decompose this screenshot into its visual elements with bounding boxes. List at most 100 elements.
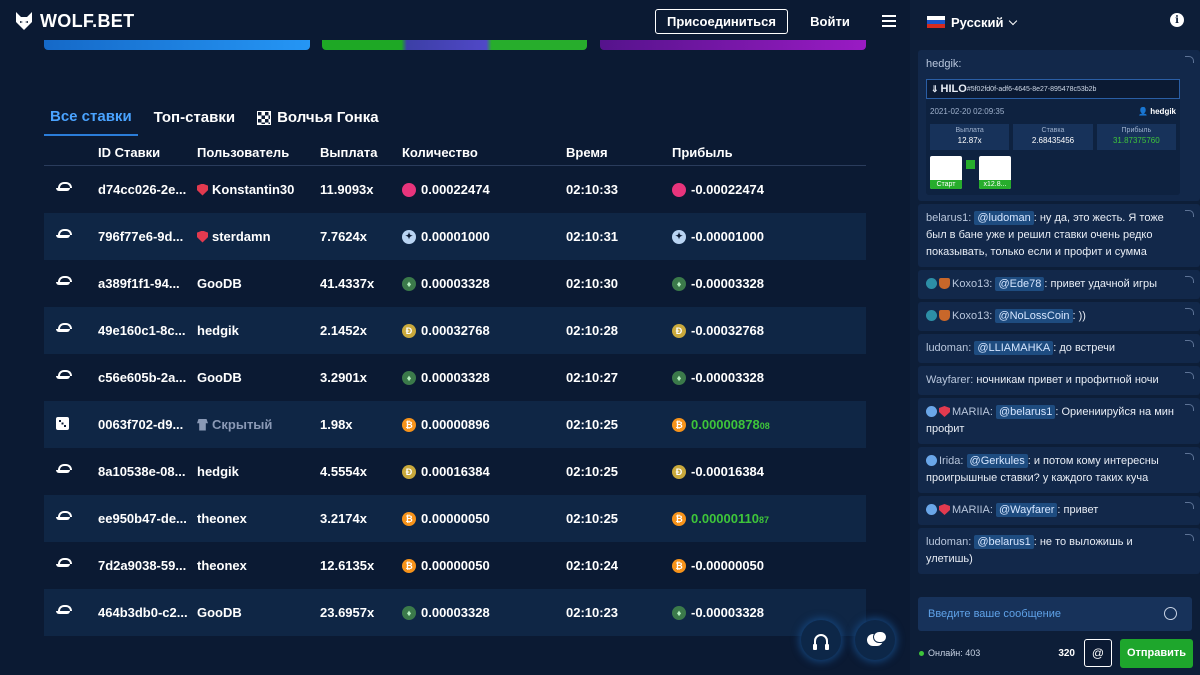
shared-bet-card[interactable]: ⇓ HILO #5f02fd0f-adf6-4645-8e27-895478c5… bbox=[926, 79, 1180, 195]
cell-bet-id[interactable]: 7d2a9038-59... bbox=[98, 558, 187, 573]
chat-mention[interactable]: @belarus1 bbox=[996, 405, 1056, 419]
reply-icon[interactable] bbox=[1185, 56, 1194, 63]
game-banner-limbo[interactable] bbox=[322, 40, 587, 50]
language-selector[interactable]: Русский bbox=[951, 14, 1004, 30]
reply-icon[interactable] bbox=[1185, 453, 1194, 460]
username[interactable]: theonex bbox=[197, 511, 247, 526]
username[interactable]: GooDB bbox=[197, 276, 242, 291]
chat-nick[interactable]: belarus1: bbox=[926, 212, 972, 224]
hidden-user-icon bbox=[197, 418, 208, 431]
chat-nick[interactable]: MARIIA: bbox=[952, 406, 993, 418]
chevron-down-icon[interactable] bbox=[1008, 16, 1017, 25]
game-banner-dice[interactable] bbox=[44, 40, 310, 50]
reply-icon[interactable] bbox=[1185, 502, 1194, 509]
emoji-icon[interactable] bbox=[1164, 607, 1177, 620]
chat-nick[interactable]: MARIIA: bbox=[952, 504, 993, 516]
cell-bet-id[interactable]: ee950b47-de... bbox=[98, 511, 187, 526]
chat-nick[interactable]: Irida: bbox=[939, 455, 964, 467]
table-row[interactable]: a389f1f1-94... GooDB 41.4337x ♦ 0.0000332… bbox=[44, 260, 866, 307]
reply-icon[interactable] bbox=[1185, 404, 1194, 411]
cell-amount: ♦ 0.00003328 bbox=[402, 370, 566, 385]
cell-user[interactable]: hedgik bbox=[197, 464, 320, 479]
cell-user[interactable]: hedgik bbox=[197, 323, 320, 338]
username[interactable]: GooDB bbox=[197, 370, 242, 385]
table-row[interactable]: ee950b47-de... theonex 3.2174x ₿ 0.000000… bbox=[44, 495, 866, 542]
reply-icon[interactable] bbox=[1185, 308, 1194, 315]
username[interactable]: Скрытый bbox=[212, 417, 273, 432]
table-row[interactable]: 49e160c1-8c... hedgik 2.1452x Ð 0.0003276… bbox=[44, 307, 866, 354]
cell-profit: ₿ 0.0000087808 bbox=[672, 417, 866, 432]
cell-user[interactable]: sterdamn bbox=[197, 229, 320, 244]
reply-icon[interactable] bbox=[1185, 340, 1194, 347]
chat-nick[interactable]: ludoman: bbox=[926, 536, 972, 548]
reply-icon[interactable] bbox=[1185, 276, 1194, 283]
tab-wolf-race[interactable]: Волчья Гонка bbox=[251, 104, 384, 136]
cell-payout: 1.98x bbox=[320, 417, 353, 432]
logo[interactable]: WOLF.BET bbox=[14, 10, 134, 32]
cell-amount: ♦ 0.00003328 bbox=[402, 276, 566, 291]
cell-user[interactable]: GooDB bbox=[197, 370, 320, 385]
send-button[interactable]: Отправить bbox=[1120, 638, 1193, 668]
chat-nick[interactable]: Koxo13: bbox=[952, 278, 993, 290]
hamburger-menu-icon[interactable] bbox=[882, 15, 896, 27]
join-button[interactable]: Присоединиться bbox=[655, 9, 788, 34]
username[interactable]: sterdamn bbox=[212, 229, 271, 244]
username[interactable]: theonex bbox=[197, 558, 247, 573]
username[interactable]: Konstantin30 bbox=[212, 182, 295, 197]
playing-card: Старт bbox=[930, 156, 962, 189]
game-banner-hilo[interactable] bbox=[600, 40, 866, 50]
chat-mention[interactable]: @belarus1 bbox=[974, 535, 1034, 549]
cell-user[interactable]: GooDB bbox=[197, 605, 320, 620]
reply-icon[interactable] bbox=[1185, 534, 1194, 541]
table-header: ID Ставки Пользователь Выплата Количеств… bbox=[44, 140, 866, 166]
cell-payout: 7.7624x bbox=[320, 229, 367, 244]
tab-top-bets[interactable]: Топ-ставки bbox=[148, 104, 241, 136]
username[interactable]: GooDB bbox=[197, 605, 242, 620]
table-row[interactable]: 0063f702-d9... Скрытый 1.98x ₿ 0.00000896… bbox=[44, 401, 866, 448]
reply-icon[interactable] bbox=[1185, 372, 1194, 379]
chat-nick[interactable]: hedgik: bbox=[926, 58, 962, 70]
cell-user[interactable]: Konstantin30 bbox=[197, 182, 320, 197]
tab-all-bets[interactable]: Все ставки bbox=[44, 104, 138, 136]
chat-nick[interactable]: Wayfarer: bbox=[926, 374, 974, 386]
support-button[interactable] bbox=[801, 620, 841, 660]
chat-message: MARIIA: @Wayfarer: привет bbox=[918, 496, 1200, 525]
chat-mention[interactable]: @LLIAMAHKA bbox=[974, 341, 1054, 355]
cell-user[interactable]: GooDB bbox=[197, 276, 320, 291]
info-icon[interactable]: i bbox=[1170, 13, 1184, 27]
table-row[interactable]: 464b3db0-c2... GooDB 23.6957x ♦ 0.0000332… bbox=[44, 589, 866, 636]
table-row[interactable]: 8a10538e-08... hedgik 4.5554x Ð 0.0001638… bbox=[44, 448, 866, 495]
cell-bet-id[interactable]: 49e160c1-8c... bbox=[98, 323, 186, 338]
cell-bet-id[interactable]: c56e605b-2a... bbox=[98, 370, 187, 385]
chat-mention[interactable]: @ludoman bbox=[974, 211, 1034, 225]
online-count: Онлайн: 403 bbox=[928, 648, 981, 658]
table-row[interactable]: 796f77e6-9d... sterdamn 7.7624x ✦ 0.00001… bbox=[44, 213, 866, 260]
mention-button[interactable]: @ bbox=[1084, 639, 1112, 667]
username[interactable]: hedgik bbox=[197, 464, 239, 479]
chat-nick[interactable]: Koxo13: bbox=[952, 310, 993, 322]
cell-bet-id[interactable]: 8a10538e-08... bbox=[98, 464, 186, 479]
chat-mention[interactable]: @Gerkules bbox=[966, 454, 1028, 468]
cell-bet-id[interactable]: 0063f702-d9... bbox=[98, 417, 184, 432]
cell-bet-id[interactable]: d74cc026-2e... bbox=[98, 182, 187, 197]
chat-message-input[interactable] bbox=[918, 597, 1192, 631]
chat-mention[interactable]: @Ede78 bbox=[995, 277, 1045, 291]
cell-user[interactable]: theonex bbox=[197, 558, 320, 573]
cell-bet-id[interactable]: 464b3db0-c2... bbox=[98, 605, 188, 620]
username[interactable]: hedgik bbox=[197, 323, 239, 338]
table-row[interactable]: d74cc026-2e... Konstantin30 11.9093x 0.0… bbox=[44, 166, 866, 213]
table-row[interactable]: 7d2a9038-59... theonex 12.6135x ₿ 0.00000… bbox=[44, 542, 866, 589]
cell-game bbox=[44, 182, 98, 197]
cell-bet-id[interactable]: 796f77e6-9d... bbox=[98, 229, 184, 244]
users-badge-icon bbox=[926, 406, 937, 417]
chat-mention[interactable]: @Wayfarer bbox=[996, 503, 1058, 517]
chat-nick[interactable]: ludoman: bbox=[926, 342, 972, 354]
chat-toggle-button[interactable] bbox=[855, 620, 895, 660]
login-button[interactable]: Войти bbox=[798, 9, 862, 34]
cell-bet-id[interactable]: a389f1f1-94... bbox=[98, 276, 180, 291]
cell-user[interactable]: Скрытый bbox=[197, 417, 320, 432]
table-row[interactable]: c56e605b-2a... GooDB 3.2901x ♦ 0.00003328… bbox=[44, 354, 866, 401]
chat-mention[interactable]: @NoLossCoin bbox=[995, 309, 1073, 323]
cell-user[interactable]: theonex bbox=[197, 511, 320, 526]
reply-icon[interactable] bbox=[1185, 210, 1194, 217]
